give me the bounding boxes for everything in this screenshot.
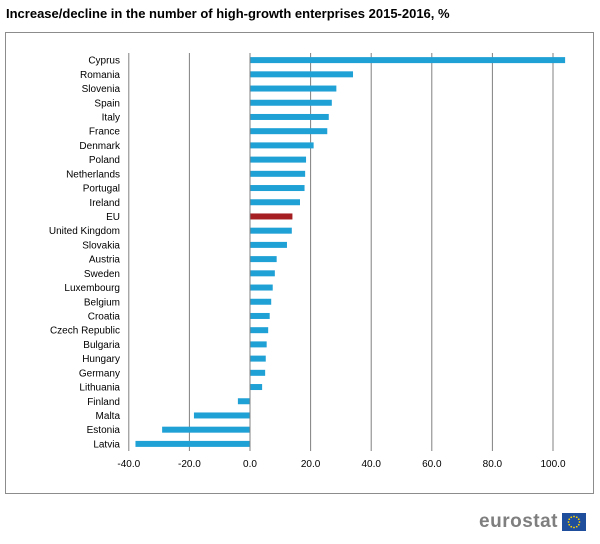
flag-star [575,525,578,528]
x-tick-label: -20.0 [178,459,201,470]
category-label: Latvia [93,439,120,450]
category-label: Luxembourg [64,283,120,294]
bar-romania [250,71,354,78]
x-tick-label: 100.0 [540,459,565,470]
category-label: Germany [79,368,120,379]
x-tick-label: 40.0 [361,459,381,470]
category-label: Denmark [79,141,121,152]
bar-france [250,128,328,135]
bar-cyprus [250,57,566,64]
category-label: Malta [96,411,121,422]
category-label: Portugal [83,184,120,195]
bar-estonia [162,426,250,433]
bar-finland [237,398,250,405]
bar-slovenia [250,85,337,92]
category-label: Bulgaria [83,340,120,351]
category-label: Austria [89,255,121,266]
category-label: Estonia [87,425,121,436]
bar-austria [250,256,277,263]
chart-frame [5,32,594,494]
bar-latvia [135,440,250,447]
bar-ireland [250,199,300,206]
bar-czech-republic [250,327,269,334]
flag-star [577,523,580,526]
category-label: Hungary [82,354,120,365]
category-label: Sweden [84,269,120,280]
flag-star [573,515,575,518]
bar-lithuania [250,384,263,391]
eurostat-logo: eurostat [479,510,586,534]
bar-italy [250,113,329,120]
flag-star [573,526,575,529]
bar-germany [250,369,266,376]
category-label: Romania [80,70,120,81]
category-label: United Kingdom [49,226,120,237]
bar-hungary [250,355,266,362]
bar-slovakia [250,241,287,248]
brand-name: eurostat [479,511,558,532]
flag-star [570,525,573,528]
x-tick-label: 80.0 [483,459,503,470]
category-label: Lithuania [79,383,120,394]
category-label: Belgium [84,297,120,308]
chart-title: Increase/decline in the number of high-g… [6,6,450,21]
bar-netherlands [250,170,306,177]
category-label: Poland [89,155,120,166]
bar-spain [250,99,332,106]
flag-star [570,516,573,519]
category-label: Ireland [89,198,120,209]
bar-poland [250,156,307,163]
category-label: Slovenia [82,84,121,95]
flag-star [568,523,571,526]
category-label: Czech Republic [50,326,120,337]
eu-flag-icon [562,513,586,531]
x-tick-label: 0.0 [243,459,257,470]
category-label: Slovakia [82,240,120,251]
bar-croatia [250,312,270,319]
category-label: EU [106,212,120,223]
flag-star [568,518,571,521]
category-label: Cyprus [88,56,120,67]
bar-portugal [250,185,305,192]
category-label: Croatia [88,311,121,322]
bar-luxembourg [250,284,273,291]
x-tick-label: 60.0 [422,459,442,470]
bar-malta [193,412,250,419]
bar-denmark [250,142,314,149]
category-label: Italy [102,112,120,123]
bar-eu [250,213,293,220]
bar-sweden [250,270,275,277]
bar-belgium [250,298,272,305]
category-label: France [89,127,121,138]
bar-united-kingdom [250,227,292,234]
category-label: Netherlands [66,169,120,180]
flag-star [578,521,581,523]
category-label: Spain [94,98,120,109]
flag-star [577,518,580,521]
flag-star [567,521,570,523]
category-label: Finland [87,397,120,408]
x-tick-label: 20.0 [301,459,321,470]
flag-star [575,516,578,519]
x-tick-label: -40.0 [117,459,140,470]
bar-bulgaria [250,341,267,348]
